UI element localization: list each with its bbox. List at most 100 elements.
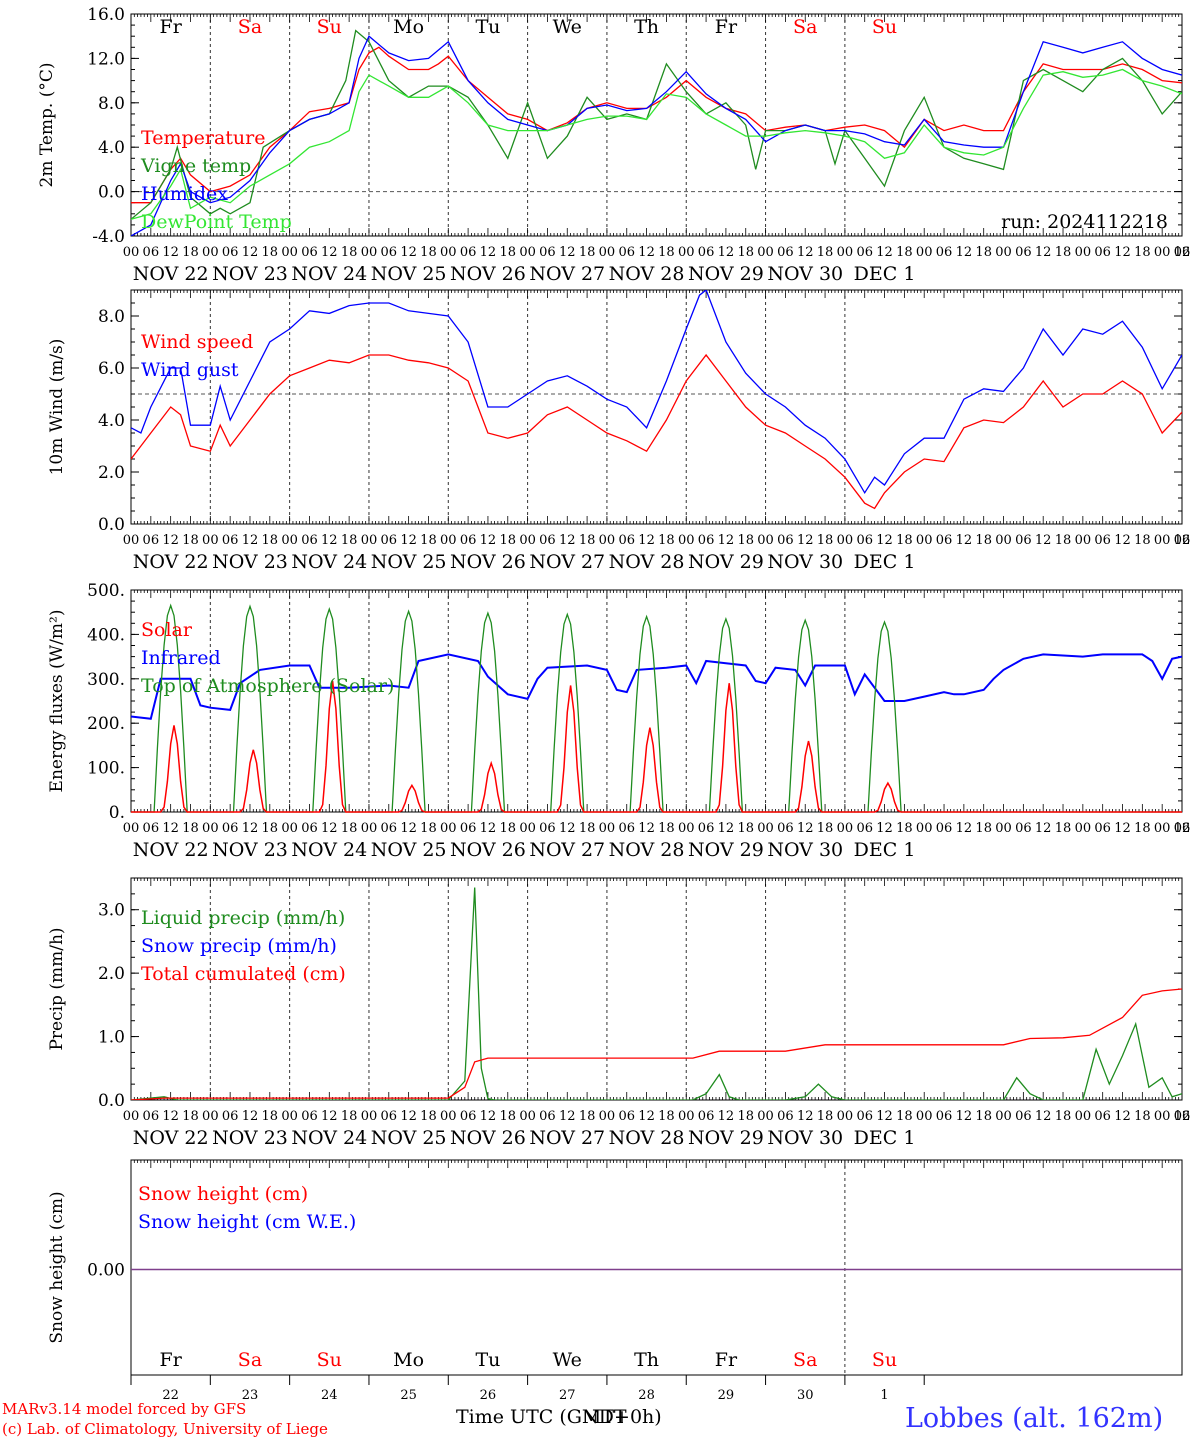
x-date-label: NOV 25 [371,839,447,861]
x-hour-label: 00 [837,533,854,548]
x-hour-label: 00 [1154,533,1171,548]
legend-item: Wind gust [141,359,239,381]
series-line [131,46,1182,204]
x-hour-label: 18 [500,1109,517,1124]
x-date-label: NOV 28 [609,263,685,285]
x-hour-label: 00 [519,821,536,836]
day-number-label: 28 [638,1388,655,1403]
y-tick-label: 2.0 [98,463,125,483]
x-hour-label: 18 [500,533,517,548]
x-hour-label: 18 [341,245,358,260]
plot-frame [130,289,1183,525]
x-hour-label: 00 [361,245,378,260]
x-hour-label: 06 [1015,245,1032,260]
x-hour-label: 00 [837,245,854,260]
legend-item: Humidex [141,183,228,205]
day-number-label: 22 [162,1388,179,1403]
y-axis-label: Snow height (cm) [47,1191,67,1343]
x-date-label: NOV 25 [371,551,447,573]
x-hour-label: 06 [301,245,318,260]
x-hour-label: 18 [975,821,992,836]
x-hour-label: 18 [341,533,358,548]
day-of-week-label: Fr [715,1349,738,1371]
x-hour-label: 00 [916,821,933,836]
y-tick-label: 0.0 [98,1091,125,1111]
x-hour-label: 00 [361,533,378,548]
x-hour-label: 06 [222,533,239,548]
x-date-label: NOV 29 [688,551,764,573]
x-hour-label: 12 [638,245,655,260]
x-hour-label: 06 [1094,533,1111,548]
day-of-week-label: Tu [475,16,500,38]
x-hour-label: 12 [480,821,497,836]
x-hour-label: 06 [1174,533,1191,548]
day-of-week-label: Sa [238,1349,262,1371]
y-tick-label: 0. [109,803,125,823]
x-date-label: NOV 25 [371,1127,447,1149]
series-line [131,29,1182,220]
day-of-week-label: Fr [715,16,738,38]
x-hour-label: 18 [896,821,913,836]
x-hour-label: 12 [638,533,655,548]
legend-item: Wind speed [141,331,253,353]
x-hour-label: 12 [876,1109,893,1124]
x-hour-label: 12 [1035,821,1052,836]
x-hour-label: 06 [1015,1109,1032,1124]
x-date-label: NOV 27 [529,839,605,861]
x-hour-label: 18 [737,245,754,260]
x-hour-label: 06 [539,533,556,548]
x-hour-label: 00 [202,821,219,836]
x-hour-label: 06 [460,245,477,260]
x-hour-label: 00 [1154,821,1171,836]
day-number-label: 24 [321,1388,338,1403]
x-date-label: NOV 23 [212,263,288,285]
x-date-label: NOV 29 [688,263,764,285]
x-hour-label: 18 [182,533,199,548]
x-hour-label: 00 [123,245,140,260]
x-hour-label: 12 [1114,533,1131,548]
x-hour-label: 12 [162,245,179,260]
day-number-label: 26 [480,1388,497,1403]
x-hour-label: 06 [856,245,873,260]
x-hour-label: 18 [262,1109,279,1124]
x-hour-label: 00 [599,533,616,548]
x-hour-label: 06 [777,533,794,548]
day-of-week-label: Mo [393,1349,424,1371]
series-line [131,653,1182,720]
x-date-label: NOV 23 [212,1127,288,1149]
x-hour-label: 12 [1174,533,1191,548]
day-number-label: 1 [880,1388,888,1403]
x-date-label: NOV 24 [291,839,367,861]
x-hour-label: 06 [936,821,953,836]
x-date-label: NOV 22 [133,839,209,861]
x-hour-label: 12 [400,1109,417,1124]
x-hour-label: 06 [936,533,953,548]
x-hour-label: 00 [440,245,457,260]
x-hour-label: 12 [956,533,973,548]
lab-credit: (c) Lab. of Climatology, University of L… [2,1420,328,1438]
x-hour-label: 00 [837,1109,854,1124]
x-hour-label: 12 [1174,1109,1191,1124]
x-hour-label: 06 [777,245,794,260]
x-hour-label: 06 [1015,821,1032,836]
series-line [131,988,1182,1100]
x-hour-label: 00 [757,245,774,260]
x-hour-label: 00 [202,1109,219,1124]
x-hour-label: 18 [579,533,596,548]
day-of-week-label: Su [317,1349,342,1371]
y-tick-label: -4.0 [92,227,125,247]
x-date-label: NOV 22 [133,1127,209,1149]
x-hour-label: 12 [400,533,417,548]
x-hour-label: 12 [242,821,259,836]
x-hour-label: 18 [500,245,517,260]
x-hour-label: 18 [262,533,279,548]
legend-item: Top of Atmosphere (Solar) [141,675,394,697]
series-line [131,290,1182,495]
x-hour-label: 12 [480,533,497,548]
y-tick-label: 12.0 [87,49,125,69]
y-tick-label: 4.0 [98,138,125,158]
day-of-week-label: Th [634,1349,659,1371]
legend-item: Vigne temp [140,155,251,177]
x-hour-label: 00 [757,533,774,548]
